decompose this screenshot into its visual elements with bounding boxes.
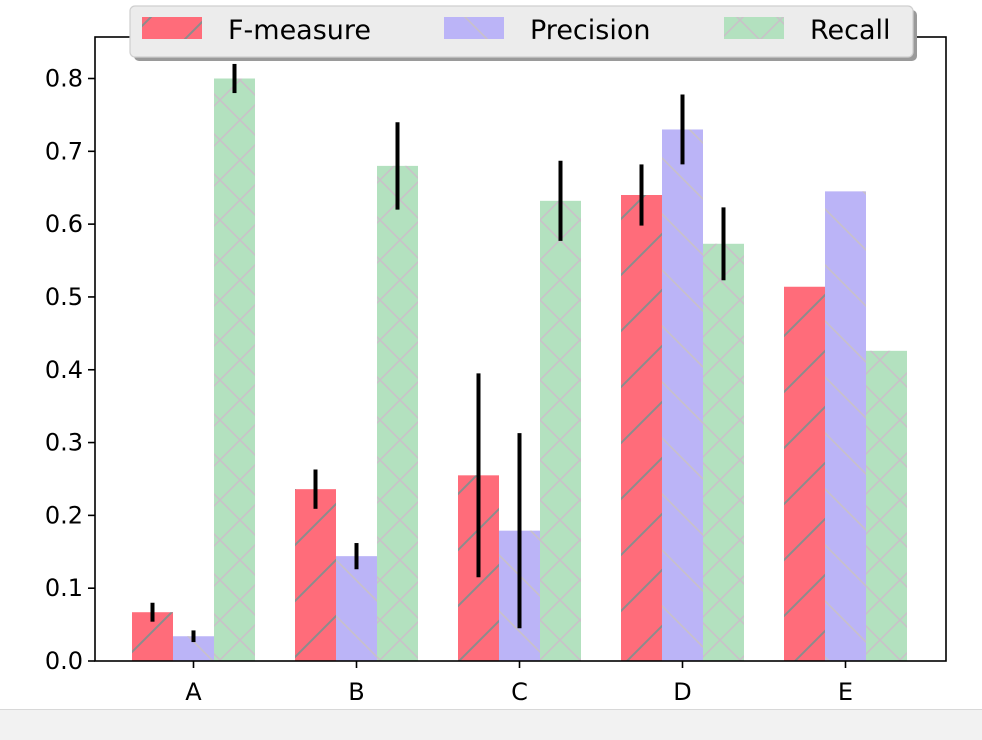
x-tick-label: A [185, 678, 202, 706]
bar-b-precision [336, 556, 377, 661]
bar-e-recall [866, 350, 907, 661]
bar-a-recall [214, 78, 255, 661]
legend-entry-precision: Precision [444, 15, 650, 46]
y-tick-label: 0.8 [45, 65, 83, 93]
x-tick-label: D [673, 678, 691, 706]
bar-hatch [866, 350, 907, 661]
y-tick-label: 0.6 [45, 210, 83, 238]
bar-c-recall [540, 200, 581, 661]
bar-e-precision [825, 191, 866, 661]
bar-hatch [377, 165, 418, 661]
bar-hatch [784, 286, 825, 661]
bar-e-f-measure [784, 286, 825, 661]
legend-swatch-hatch [444, 17, 504, 39]
bar-hatch [540, 200, 581, 661]
bar-hatch [295, 489, 336, 661]
legend-label: F-measure [228, 15, 371, 46]
bar-hatch [621, 195, 662, 662]
bar-hatch [214, 78, 255, 661]
y-tick-label: 0.5 [45, 283, 83, 311]
y-tick-label: 0.2 [45, 501, 83, 529]
legend-label: Precision [530, 15, 650, 46]
bar-d-recall [703, 243, 744, 661]
legend-box [129, 5, 914, 58]
y-axis: 0.0 0.1 0.2 0.3 0.4 0.5 0.6 0.7 0.8 [45, 65, 95, 675]
window-bottom-strip [0, 709, 982, 740]
legend-entry-recall: Recall [724, 15, 891, 46]
legend-swatch-hatch [142, 17, 202, 39]
legend-entry-f-measure: F-measure [142, 15, 371, 46]
y-tick-label: 0.3 [45, 429, 83, 457]
y-tick-label: 0.7 [45, 137, 83, 165]
legend-swatch-hatch [724, 17, 784, 39]
bar-hatch [336, 556, 377, 661]
legend: F-measure Precision Recall [129, 5, 914, 58]
legend-label: Recall [810, 15, 891, 46]
bar-d-precision [662, 129, 703, 661]
bar-hatch [703, 243, 744, 661]
bar-d-f-measure [621, 195, 662, 662]
y-tick-label: 0.4 [45, 356, 83, 384]
plot-content [132, 78, 907, 662]
bar-hatch [825, 191, 866, 661]
bar-b-recall [377, 165, 418, 661]
bar-b-f-measure [295, 489, 336, 661]
x-axis: A B C D E [185, 661, 853, 706]
error-bars [150, 63, 726, 643]
y-tick-label: 0.1 [45, 574, 83, 602]
x-tick-label: C [511, 678, 528, 706]
x-tick-label: B [348, 678, 364, 706]
bar-hatch [662, 129, 703, 661]
x-tick-label: E [838, 678, 853, 706]
bar-a-precision [173, 636, 214, 661]
y-tick-label: 0.0 [45, 647, 83, 675]
